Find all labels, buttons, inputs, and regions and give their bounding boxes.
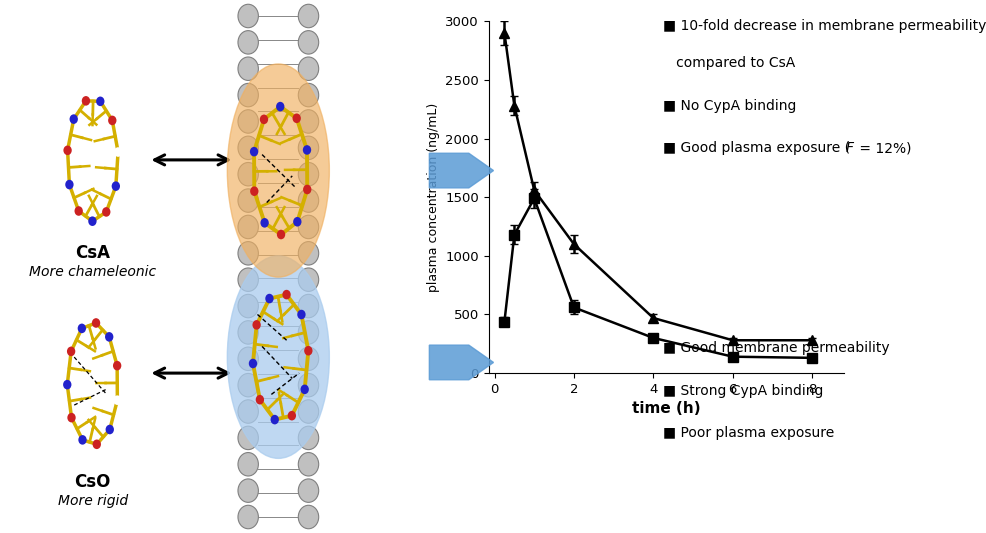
Circle shape [298, 400, 318, 423]
Circle shape [238, 136, 258, 159]
Circle shape [92, 318, 101, 328]
Circle shape [238, 453, 258, 476]
Circle shape [238, 268, 258, 292]
Circle shape [265, 294, 273, 303]
Circle shape [63, 146, 72, 155]
Circle shape [252, 320, 260, 330]
X-axis label: time (h): time (h) [631, 401, 700, 416]
Circle shape [78, 324, 86, 333]
Ellipse shape [227, 64, 329, 277]
Circle shape [238, 321, 258, 344]
Circle shape [248, 359, 257, 368]
Circle shape [277, 230, 285, 239]
Circle shape [298, 268, 318, 292]
Circle shape [298, 163, 318, 186]
Circle shape [102, 207, 110, 217]
Circle shape [298, 110, 318, 133]
Circle shape [113, 147, 122, 157]
Circle shape [93, 440, 101, 449]
Y-axis label: plasma concentration (ng/mL): plasma concentration (ng/mL) [426, 102, 439, 292]
Circle shape [298, 30, 318, 54]
Text: More rigid: More rigid [57, 494, 128, 508]
Circle shape [65, 180, 74, 189]
Circle shape [238, 241, 258, 265]
Circle shape [108, 116, 116, 125]
Circle shape [78, 435, 87, 445]
Circle shape [287, 411, 296, 421]
Circle shape [300, 384, 309, 394]
Circle shape [238, 4, 258, 28]
Text: ■ Good membrane permeability: ■ Good membrane permeability [662, 341, 888, 355]
Circle shape [270, 415, 279, 424]
Circle shape [238, 110, 258, 133]
Circle shape [259, 115, 268, 124]
Circle shape [298, 294, 318, 318]
Circle shape [298, 83, 318, 107]
Circle shape [238, 83, 258, 107]
Text: CsO: CsO [75, 473, 110, 491]
Circle shape [238, 479, 258, 503]
Circle shape [238, 57, 258, 80]
Circle shape [298, 215, 318, 239]
Ellipse shape [227, 256, 329, 458]
Text: F: F [845, 141, 853, 155]
Circle shape [112, 361, 121, 370]
Circle shape [238, 505, 258, 529]
Circle shape [292, 114, 301, 123]
Circle shape [303, 145, 311, 155]
Circle shape [238, 294, 258, 318]
Circle shape [276, 102, 284, 111]
Text: compared to CsA: compared to CsA [662, 56, 794, 70]
Circle shape [303, 184, 312, 194]
Circle shape [298, 4, 318, 28]
Text: ■ 10-fold decrease in membrane permeability: ■ 10-fold decrease in membrane permeabil… [662, 19, 985, 33]
Circle shape [298, 505, 318, 529]
Circle shape [67, 413, 76, 423]
Circle shape [282, 290, 291, 300]
Circle shape [260, 218, 268, 228]
Circle shape [238, 400, 258, 423]
Circle shape [238, 426, 258, 450]
Circle shape [255, 395, 264, 405]
Circle shape [82, 96, 90, 106]
Circle shape [298, 321, 318, 344]
Circle shape [298, 479, 318, 503]
Circle shape [238, 30, 258, 54]
Circle shape [298, 453, 318, 476]
Circle shape [88, 216, 97, 226]
Circle shape [298, 57, 318, 80]
Circle shape [293, 217, 301, 227]
Circle shape [105, 332, 113, 342]
Circle shape [298, 136, 318, 159]
Text: CsA: CsA [75, 244, 110, 262]
Circle shape [298, 241, 318, 265]
Circle shape [69, 114, 78, 124]
Circle shape [106, 425, 113, 434]
Circle shape [249, 187, 258, 196]
Circle shape [298, 347, 318, 370]
Text: ■ Poor plasma exposure: ■ Poor plasma exposure [662, 426, 833, 440]
Circle shape [67, 346, 75, 356]
Circle shape [238, 374, 258, 397]
Circle shape [297, 310, 306, 319]
Circle shape [298, 426, 318, 450]
Circle shape [74, 206, 83, 216]
Circle shape [63, 380, 71, 390]
Circle shape [113, 395, 121, 405]
Circle shape [111, 181, 120, 191]
Circle shape [238, 189, 258, 212]
Circle shape [249, 147, 258, 157]
Text: ■ Good plasma exposure (: ■ Good plasma exposure ( [662, 141, 849, 155]
Circle shape [238, 215, 258, 239]
Text: = 12%): = 12%) [854, 141, 911, 155]
Text: ■ Strong CypA binding: ■ Strong CypA binding [662, 384, 822, 398]
Text: More chameleonic: More chameleonic [30, 265, 156, 279]
Circle shape [298, 374, 318, 397]
Circle shape [238, 163, 258, 186]
Circle shape [96, 96, 105, 106]
Text: ■ No CypA binding: ■ No CypA binding [662, 99, 796, 112]
Circle shape [238, 347, 258, 370]
Circle shape [304, 346, 313, 356]
Circle shape [298, 189, 318, 212]
